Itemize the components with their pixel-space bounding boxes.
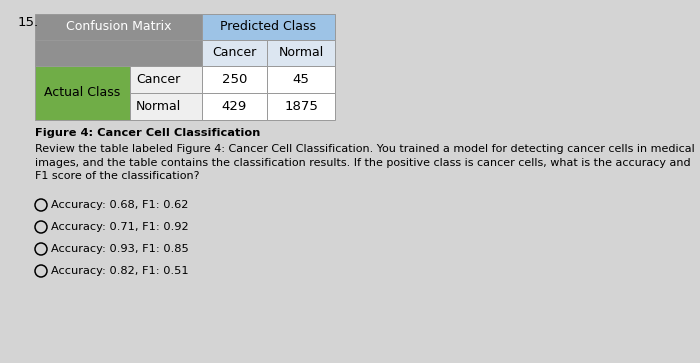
FancyBboxPatch shape bbox=[202, 14, 335, 40]
Text: Accuracy: 0.68, F1: 0.62: Accuracy: 0.68, F1: 0.62 bbox=[51, 200, 188, 210]
FancyBboxPatch shape bbox=[267, 40, 335, 66]
Text: Predicted Class: Predicted Class bbox=[220, 20, 316, 33]
Text: Accuracy: 0.82, F1: 0.51: Accuracy: 0.82, F1: 0.51 bbox=[51, 266, 188, 276]
FancyBboxPatch shape bbox=[130, 93, 202, 120]
Text: Actual Class: Actual Class bbox=[44, 86, 120, 99]
Text: Accuracy: 0.93, F1: 0.85: Accuracy: 0.93, F1: 0.85 bbox=[51, 244, 189, 254]
FancyBboxPatch shape bbox=[202, 66, 267, 93]
FancyBboxPatch shape bbox=[35, 66, 130, 120]
Text: 250: 250 bbox=[222, 73, 247, 86]
Text: Confusion Matrix: Confusion Matrix bbox=[66, 20, 172, 33]
FancyBboxPatch shape bbox=[35, 14, 202, 40]
Text: Cancer: Cancer bbox=[212, 46, 257, 60]
Text: 45: 45 bbox=[293, 73, 309, 86]
Text: Normal: Normal bbox=[279, 46, 323, 60]
FancyBboxPatch shape bbox=[35, 40, 202, 66]
FancyBboxPatch shape bbox=[202, 40, 267, 66]
Text: Accuracy: 0.71, F1: 0.92: Accuracy: 0.71, F1: 0.92 bbox=[51, 222, 188, 232]
Text: Normal: Normal bbox=[136, 100, 181, 113]
FancyBboxPatch shape bbox=[267, 93, 335, 120]
FancyBboxPatch shape bbox=[202, 93, 267, 120]
FancyBboxPatch shape bbox=[267, 66, 335, 93]
FancyBboxPatch shape bbox=[130, 66, 202, 93]
Text: Review the table labeled Figure 4: Cancer Cell Classification. You trained a mod: Review the table labeled Figure 4: Cance… bbox=[35, 144, 694, 181]
Text: 1875: 1875 bbox=[284, 100, 318, 113]
Text: 15.: 15. bbox=[18, 16, 39, 29]
Text: Figure 4: Cancer Cell Classification: Figure 4: Cancer Cell Classification bbox=[35, 128, 260, 138]
Text: Cancer: Cancer bbox=[136, 73, 181, 86]
Text: 429: 429 bbox=[222, 100, 247, 113]
